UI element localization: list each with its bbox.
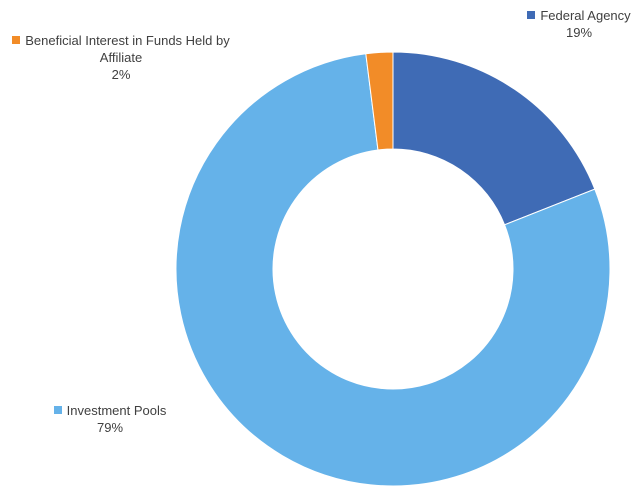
legend-swatch — [527, 11, 536, 19]
donut-segment — [365, 51, 394, 151]
category-name: Federal Agency — [540, 8, 631, 23]
legend-swatch — [53, 406, 62, 414]
donut-segment — [392, 51, 596, 226]
legend-swatch — [12, 36, 21, 44]
category-name: Investment Pools — [66, 403, 167, 418]
donut-segment — [175, 53, 611, 486]
data-label: Beneficial Interest in Funds Held by Aff… — [5, 32, 237, 83]
data-label: Federal Agency 19% — [515, 7, 643, 41]
value-label: 2% — [111, 67, 131, 82]
value-label: 19% — [565, 25, 593, 40]
category-name: Beneficial Interest in Funds Held by Aff… — [25, 33, 230, 65]
data-label: Investment Pools 79% — [30, 402, 190, 436]
value-label: 79% — [96, 420, 124, 435]
